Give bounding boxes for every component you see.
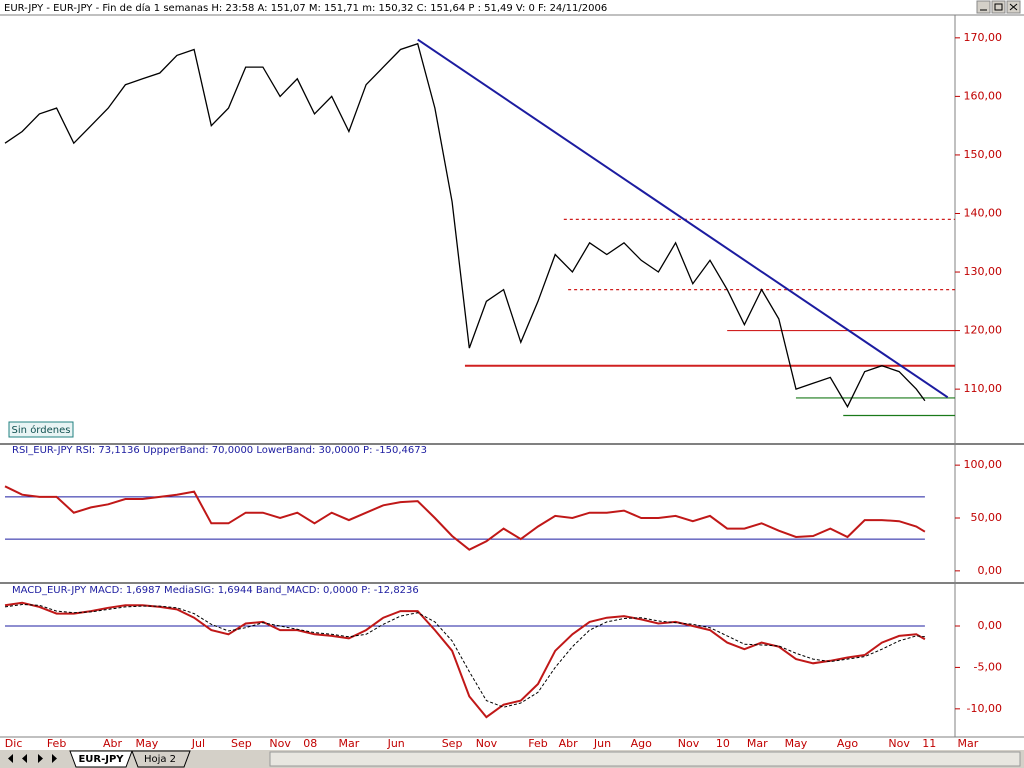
y-tick-label: 110,00 <box>964 382 1003 395</box>
x-tick-label: Sep <box>231 737 252 750</box>
x-tick-label: 10 <box>716 737 730 750</box>
y-tick-label: 120,00 <box>964 324 1003 337</box>
window-title: EUR-JPY - EUR-JPY - Fin de día 1 semanas… <box>4 2 607 14</box>
y-tick-label: 100,00 <box>964 458 1003 471</box>
x-tick-label: 11 <box>922 737 936 750</box>
y-tick-label: 140,00 <box>964 206 1003 219</box>
x-tick-label: May <box>785 737 808 750</box>
tab[interactable] <box>69 750 133 768</box>
y-tick-label: -5,00 <box>974 660 1002 673</box>
y-tick-label: 0,00 <box>978 564 1003 577</box>
x-tick-label: Abr <box>103 737 123 750</box>
background <box>0 0 1024 750</box>
order-button[interactable]: Sin órdenes <box>8 421 74 438</box>
x-tick-label: 08 <box>303 737 317 750</box>
rsi-header: RSI_EUR-JPY RSI: 73,1136 UppperBand: 70,… <box>12 445 427 456</box>
x-tick-label: Ago <box>837 737 859 750</box>
tab-label[interactable]: EUR-JPY <box>78 754 124 765</box>
macd-line <box>4 601 926 719</box>
y-tick-label: 160,00 <box>964 89 1003 102</box>
x-tick-label: Feb <box>47 737 66 750</box>
y-tick-label: 150,00 <box>964 148 1003 161</box>
x-tick-label: Ago <box>631 737 653 750</box>
x-tick-label: Jul <box>191 737 205 750</box>
macd-header: MACD_EUR-JPY MACD: 1,6987 MediaSIG: 1,69… <box>12 585 419 596</box>
tab-label[interactable]: Hoja 2 <box>144 754 176 765</box>
price-line <box>4 485 926 551</box>
x-tick-label: Dic <box>5 737 23 750</box>
order-button-label[interactable]: Sin órdenes <box>12 424 71 436</box>
tab-nav[interactable] <box>6 754 59 763</box>
y-tick-label: 130,00 <box>964 265 1003 278</box>
tab[interactable] <box>131 750 191 768</box>
price-line <box>4 42 926 409</box>
scrollbar[interactable] <box>269 751 1021 767</box>
x-tick-label: Mar <box>958 737 979 750</box>
x-tick-label: Mar <box>747 737 768 750</box>
x-tick-label: Nov <box>678 737 700 750</box>
trend-line <box>417 38 949 399</box>
y-tick-label: 0,00 <box>978 619 1003 632</box>
macd-line <box>4 603 925 708</box>
y-tick-label: -10,00 <box>967 702 1002 715</box>
x-tick-label: Abr <box>559 737 579 750</box>
y-tick-label: 170,00 <box>964 31 1003 44</box>
x-tick-label: Feb <box>528 737 547 750</box>
x-tick-label: Jun <box>593 737 611 750</box>
y-tick-label: 50,00 <box>971 511 1003 524</box>
window-controls[interactable] <box>976 0 1021 14</box>
x-tick-label: Jun <box>387 737 405 750</box>
x-tick-label: Nov <box>888 737 910 750</box>
x-tick-label: Nov <box>269 737 291 750</box>
x-tick-label: May <box>135 737 158 750</box>
x-tick-label: Nov <box>476 737 498 750</box>
x-tick-label: Sep <box>442 737 463 750</box>
x-tick-label: Mar <box>339 737 360 750</box>
